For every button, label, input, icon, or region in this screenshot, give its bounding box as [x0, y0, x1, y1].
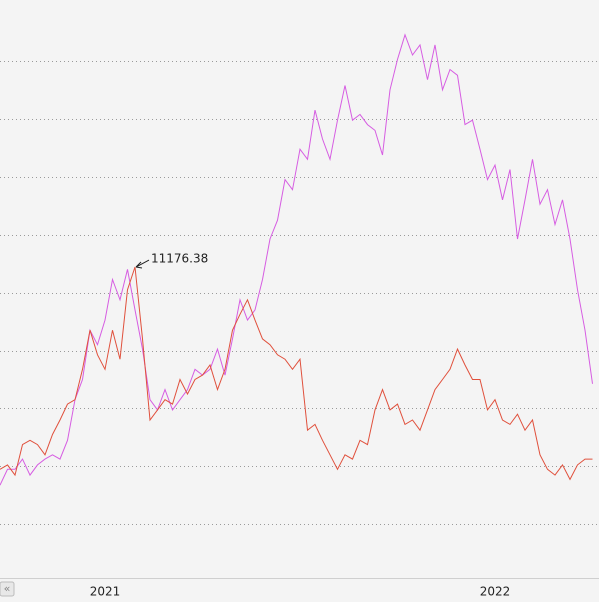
x-tick-label: 2021: [90, 585, 121, 599]
series-line: [0, 33, 593, 486]
annotation: 11176.38: [151, 252, 208, 266]
scroll-left-icon[interactable]: «: [4, 582, 11, 595]
scroll-left-button[interactable]: [0, 581, 15, 597]
x-tick-label: 2022: [480, 585, 511, 599]
series-line: [0, 266, 593, 481]
annotation-arrow: [135, 259, 150, 269]
